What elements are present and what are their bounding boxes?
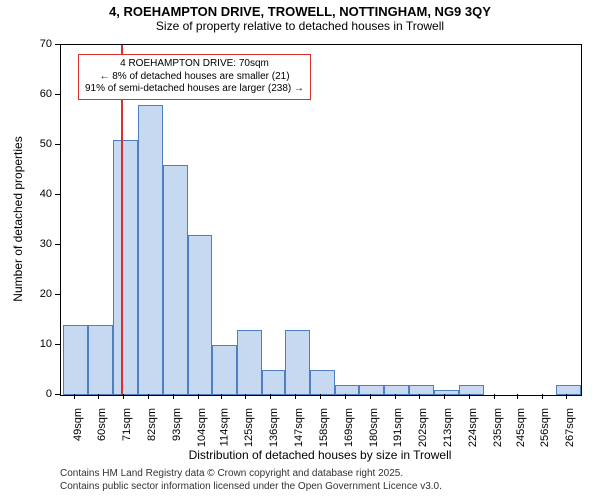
- x-tick-label: 180sqm: [368, 408, 380, 447]
- x-tick-mark: [469, 394, 470, 399]
- x-tick-label: 104sqm: [196, 408, 208, 447]
- y-tick-mark: [55, 94, 60, 95]
- y-tick-mark: [55, 294, 60, 295]
- info-line-3: 91% of semi-detached houses are larger (…: [85, 83, 304, 96]
- x-tick-mark: [148, 394, 149, 399]
- x-tick-mark: [221, 394, 222, 399]
- histogram-bar: [359, 385, 384, 395]
- y-tick-mark: [55, 194, 60, 195]
- y-tick-label: 70: [30, 38, 52, 50]
- x-tick-mark: [395, 394, 396, 399]
- y-tick-label: 50: [30, 138, 52, 150]
- histogram-bar: [212, 345, 237, 395]
- histogram-bar: [63, 325, 88, 395]
- histogram-bar: [434, 390, 459, 395]
- info-line-1: 4 ROEHAMPTON DRIVE: 70sqm: [85, 58, 304, 71]
- histogram-bar: [285, 330, 310, 395]
- x-tick-mark: [245, 394, 246, 399]
- x-tick-mark: [566, 394, 567, 399]
- x-tick-label: 71sqm: [121, 408, 133, 441]
- x-tick-label: 114sqm: [219, 408, 231, 446]
- x-tick-label: 202sqm: [417, 408, 429, 447]
- histogram-bar: [113, 140, 138, 395]
- y-tick-label: 40: [30, 188, 52, 200]
- x-tick-label: 93sqm: [171, 408, 183, 441]
- x-tick-mark: [198, 394, 199, 399]
- histogram-bar: [310, 370, 335, 395]
- y-tick-mark: [55, 394, 60, 395]
- x-tick-label: 158sqm: [318, 408, 330, 447]
- x-tick-mark: [517, 394, 518, 399]
- x-tick-label: 224sqm: [467, 408, 479, 447]
- x-tick-label: 191sqm: [393, 408, 405, 447]
- histogram-bar: [237, 330, 262, 395]
- histogram-bar: [384, 385, 409, 395]
- histogram-bar: [556, 385, 581, 395]
- x-axis-label: Distribution of detached houses by size …: [60, 448, 580, 462]
- info-box: 4 ROEHAMPTON DRIVE: 70sqm ← 8% of detach…: [78, 54, 311, 100]
- y-tick-mark: [55, 44, 60, 45]
- histogram-bar: [262, 370, 285, 395]
- y-tick-label: 20: [30, 288, 52, 300]
- x-tick-label: 267sqm: [564, 408, 576, 447]
- y-axis-label: Number of detached properties: [11, 136, 25, 301]
- x-tick-mark: [270, 394, 271, 399]
- histogram-bar: [188, 235, 213, 395]
- histogram-bar: [409, 385, 434, 395]
- x-tick-label: 256sqm: [540, 408, 552, 447]
- x-tick-label: 213sqm: [442, 408, 454, 447]
- y-tick-mark: [55, 144, 60, 145]
- x-tick-label: 136sqm: [268, 408, 280, 447]
- info-line-2: ← 8% of detached houses are smaller (21): [85, 71, 304, 84]
- histogram-bar: [459, 385, 484, 395]
- x-tick-mark: [419, 394, 420, 399]
- x-tick-label: 245sqm: [515, 408, 527, 447]
- x-tick-label: 82sqm: [146, 408, 158, 441]
- footer-line-2: Contains public sector information licen…: [60, 481, 442, 494]
- x-tick-label: 169sqm: [343, 408, 355, 447]
- y-tick-label: 10: [30, 338, 52, 350]
- chart-area: Number of detached properties Distributi…: [0, 0, 600, 500]
- x-tick-label: 147sqm: [293, 408, 305, 447]
- y-tick-mark: [55, 344, 60, 345]
- y-tick-label: 30: [30, 238, 52, 250]
- footer-line-1: Contains HM Land Registry data © Crown c…: [60, 468, 442, 481]
- footer: Contains HM Land Registry data © Crown c…: [60, 468, 442, 493]
- x-tick-label: 60sqm: [96, 408, 108, 441]
- x-tick-mark: [295, 394, 296, 399]
- y-tick-label: 60: [30, 88, 52, 100]
- x-tick-mark: [173, 394, 174, 399]
- x-tick-mark: [345, 394, 346, 399]
- x-tick-mark: [494, 394, 495, 399]
- x-tick-mark: [74, 394, 75, 399]
- histogram-bar: [335, 385, 360, 395]
- x-tick-mark: [370, 394, 371, 399]
- x-tick-mark: [542, 394, 543, 399]
- histogram-bar: [138, 105, 163, 395]
- x-tick-label: 235sqm: [492, 408, 504, 447]
- x-tick-mark: [320, 394, 321, 399]
- histogram-bar: [88, 325, 113, 395]
- histogram-bar: [163, 165, 188, 395]
- y-tick-mark: [55, 244, 60, 245]
- x-tick-label: 125sqm: [243, 408, 255, 447]
- x-tick-mark: [98, 394, 99, 399]
- x-tick-label: 49sqm: [72, 408, 84, 441]
- x-tick-mark: [123, 394, 124, 399]
- x-tick-mark: [444, 394, 445, 399]
- y-tick-label: 0: [30, 388, 52, 400]
